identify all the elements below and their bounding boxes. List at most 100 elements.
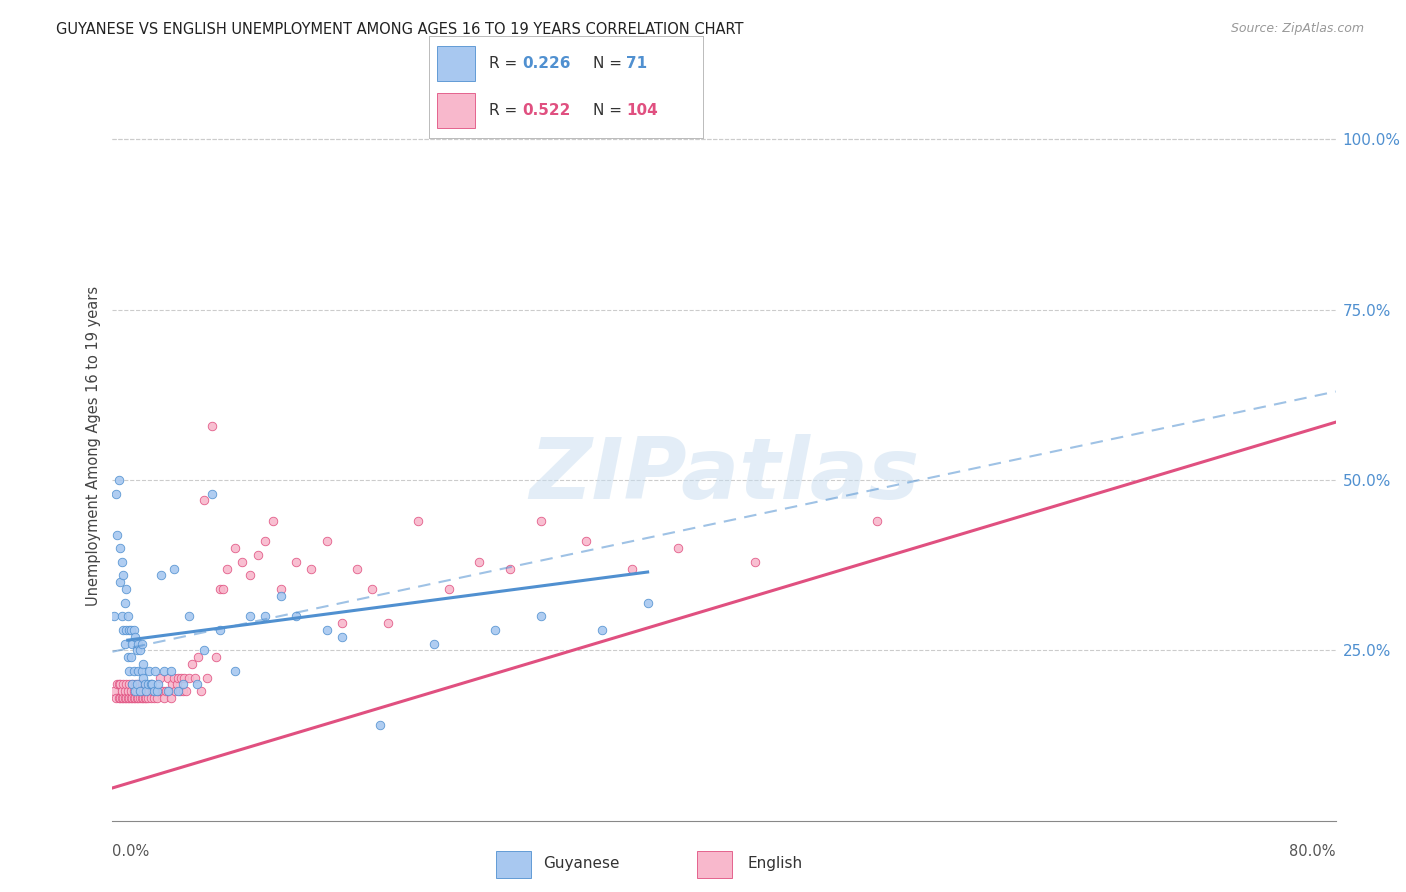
Point xyxy=(330,616,353,631)
Point xyxy=(143,684,166,698)
Point xyxy=(139,677,162,691)
Point xyxy=(131,677,153,691)
Point xyxy=(172,684,194,698)
Point xyxy=(637,596,659,610)
FancyBboxPatch shape xyxy=(437,93,475,128)
Point xyxy=(124,630,146,644)
Point xyxy=(135,691,157,706)
Text: 0.226: 0.226 xyxy=(522,56,571,70)
Text: 71: 71 xyxy=(626,56,647,70)
Point xyxy=(361,582,384,596)
Text: R =: R = xyxy=(489,56,522,70)
Point xyxy=(115,691,138,706)
Point xyxy=(208,582,231,596)
Point xyxy=(246,548,269,562)
Point xyxy=(744,555,766,569)
Text: English: English xyxy=(748,855,803,871)
Point xyxy=(125,684,148,698)
Point xyxy=(163,671,186,685)
Text: Source: ZipAtlas.com: Source: ZipAtlas.com xyxy=(1230,22,1364,36)
Point xyxy=(115,677,138,691)
Point xyxy=(134,691,156,706)
Point xyxy=(148,684,170,698)
Point xyxy=(121,677,143,691)
Point xyxy=(112,677,135,691)
Point xyxy=(107,473,129,487)
Point xyxy=(284,609,308,624)
Point xyxy=(108,691,131,706)
Point xyxy=(315,623,337,637)
Point xyxy=(105,677,128,691)
Point xyxy=(499,561,522,575)
Point xyxy=(143,664,166,678)
Point xyxy=(346,561,368,575)
Point xyxy=(148,677,170,691)
Point xyxy=(149,671,172,685)
Point xyxy=(146,691,169,706)
Point xyxy=(408,514,430,528)
Point xyxy=(124,684,146,698)
Point xyxy=(108,575,131,590)
Point xyxy=(131,691,153,706)
Point xyxy=(108,541,131,556)
Point xyxy=(131,636,153,650)
Point xyxy=(111,684,134,698)
Point xyxy=(112,623,135,637)
Point xyxy=(177,671,200,685)
Point xyxy=(122,684,145,698)
Point xyxy=(129,691,152,706)
Point xyxy=(193,643,215,657)
Point xyxy=(139,691,162,706)
Point xyxy=(131,664,153,678)
Point xyxy=(155,684,177,698)
Point xyxy=(177,609,200,624)
Point xyxy=(484,623,506,637)
Point xyxy=(377,616,399,631)
Point xyxy=(159,691,181,706)
Point xyxy=(107,691,129,706)
Point xyxy=(132,671,155,685)
FancyBboxPatch shape xyxy=(496,851,531,878)
Point xyxy=(134,677,156,691)
Y-axis label: Unemployment Among Ages 16 to 19 years: Unemployment Among Ages 16 to 19 years xyxy=(86,286,101,606)
Point xyxy=(160,677,183,691)
Point xyxy=(111,691,134,706)
Point xyxy=(114,596,136,610)
Point xyxy=(132,684,155,698)
Point xyxy=(142,684,165,698)
Point xyxy=(208,623,231,637)
Point xyxy=(117,609,139,624)
Text: 104: 104 xyxy=(626,103,658,118)
Point xyxy=(146,684,169,698)
Point xyxy=(181,657,204,671)
Text: GUYANESE VS ENGLISH UNEMPLOYMENT AMONG AGES 16 TO 19 YEARS CORRELATION CHART: GUYANESE VS ENGLISH UNEMPLOYMENT AMONG A… xyxy=(56,22,744,37)
Point xyxy=(201,486,224,500)
Point xyxy=(299,561,322,575)
Point xyxy=(186,677,208,691)
Point xyxy=(150,568,173,582)
Point xyxy=(239,568,262,582)
Point xyxy=(163,561,186,575)
Point xyxy=(315,534,337,549)
Point xyxy=(108,677,131,691)
Point xyxy=(173,671,195,685)
Point xyxy=(134,677,156,691)
Point xyxy=(591,623,613,637)
Point xyxy=(166,677,188,691)
Point xyxy=(103,609,125,624)
Point xyxy=(114,691,136,706)
Point xyxy=(159,664,181,678)
Point xyxy=(152,684,174,698)
Point xyxy=(115,582,138,596)
Point xyxy=(262,514,284,528)
Point xyxy=(136,691,159,706)
Point xyxy=(117,684,139,698)
Point xyxy=(105,527,128,541)
Point xyxy=(270,589,292,603)
Point xyxy=(121,636,143,650)
Point xyxy=(205,650,228,665)
Point xyxy=(136,677,159,691)
Point xyxy=(117,650,139,665)
Point xyxy=(621,561,644,575)
Point xyxy=(112,691,135,706)
